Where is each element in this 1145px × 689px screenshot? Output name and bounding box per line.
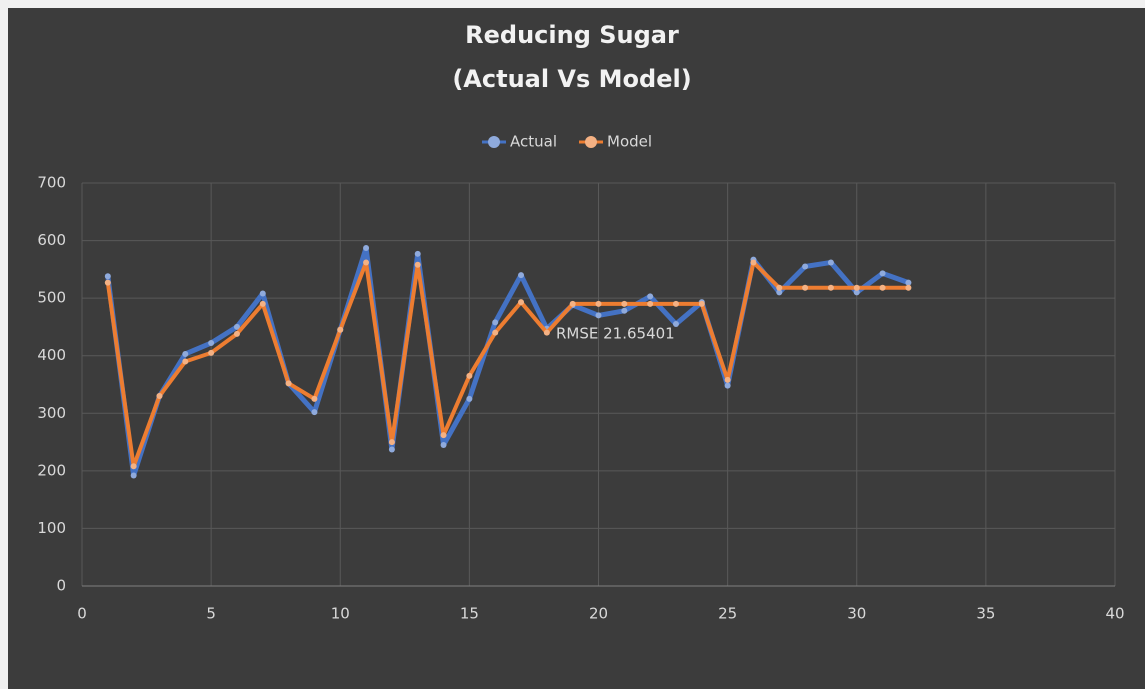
data-point: [363, 259, 370, 266]
data-point: [182, 358, 189, 365]
data-point: [595, 300, 602, 307]
data-point: [492, 329, 499, 336]
x-tick-label: 35: [976, 605, 995, 623]
data-point: [647, 300, 654, 307]
data-point: [388, 439, 395, 446]
annotation: RMSE 21.65401: [556, 325, 675, 343]
data-point: [156, 393, 163, 400]
data-point: [414, 250, 421, 257]
data-point: [182, 350, 189, 357]
y-tick-label: 400: [37, 346, 66, 364]
data-point: [595, 312, 602, 319]
data-point: [440, 432, 447, 439]
x-tick-label: 5: [206, 605, 216, 623]
legend-marker: [488, 136, 500, 148]
data-point: [208, 349, 215, 356]
data-point: [621, 300, 628, 307]
data-point: [208, 340, 215, 347]
data-point: [569, 300, 576, 307]
data-point: [440, 441, 447, 448]
chart-subtitle: (Actual Vs Model): [452, 65, 691, 93]
y-tick-label: 200: [37, 461, 66, 479]
data-point: [518, 299, 525, 306]
x-tick-label: 0: [77, 605, 87, 623]
x-tick-label: 10: [331, 605, 350, 623]
y-tick-label: 0: [56, 577, 66, 595]
data-point: [311, 395, 318, 402]
x-tick-label: 30: [847, 605, 866, 623]
data-point: [311, 409, 318, 416]
chart-area: [8, 8, 1145, 689]
data-point: [543, 329, 550, 336]
data-point: [672, 300, 679, 307]
data-point: [104, 273, 111, 280]
data-point: [518, 272, 525, 279]
data-point: [827, 259, 834, 266]
y-tick-label: 700: [37, 174, 66, 192]
y-tick-label: 100: [37, 519, 66, 537]
data-point: [337, 326, 344, 333]
data-point: [672, 321, 679, 328]
data-point: [233, 323, 240, 330]
data-point: [388, 446, 395, 453]
data-point: [492, 319, 499, 326]
data-point: [104, 279, 111, 286]
data-point: [130, 472, 137, 479]
data-point: [698, 300, 705, 307]
legend-label: Actual: [510, 133, 557, 151]
data-point: [776, 289, 783, 296]
data-point: [750, 259, 757, 266]
data-point: [259, 300, 266, 307]
legend-label: Model: [607, 133, 652, 151]
legend-marker: [585, 136, 597, 148]
data-point: [621, 307, 628, 314]
y-tick-label: 500: [37, 289, 66, 307]
series-line: [105, 260, 909, 469]
data-point: [802, 284, 809, 291]
data-point: [802, 263, 809, 270]
x-tick-label: 25: [718, 605, 737, 623]
data-point: [905, 279, 912, 286]
data-point: [905, 284, 912, 291]
data-point: [647, 293, 654, 300]
series-line: [105, 245, 910, 478]
x-tick-label: 15: [460, 605, 479, 623]
data-point: [466, 395, 473, 402]
data-point: [724, 382, 731, 389]
data-point: [879, 284, 886, 291]
data-point: [853, 284, 860, 291]
data-point: [776, 284, 783, 291]
data-point: [130, 463, 137, 470]
x-tick-label: 20: [589, 605, 608, 623]
data-point: [879, 270, 886, 277]
chart-title: Reducing Sugar: [465, 21, 679, 49]
data-point: [827, 284, 834, 291]
data-point: [466, 372, 473, 379]
data-point: [233, 330, 240, 337]
data-point: [853, 289, 860, 296]
data-point: [414, 261, 421, 268]
x-tick-label: 40: [1105, 605, 1124, 623]
data-point: [363, 245, 370, 252]
y-tick-label: 600: [37, 231, 66, 249]
data-point: [259, 290, 266, 297]
data-point: [724, 376, 731, 383]
y-tick-label: 300: [37, 404, 66, 422]
data-point: [285, 380, 292, 387]
